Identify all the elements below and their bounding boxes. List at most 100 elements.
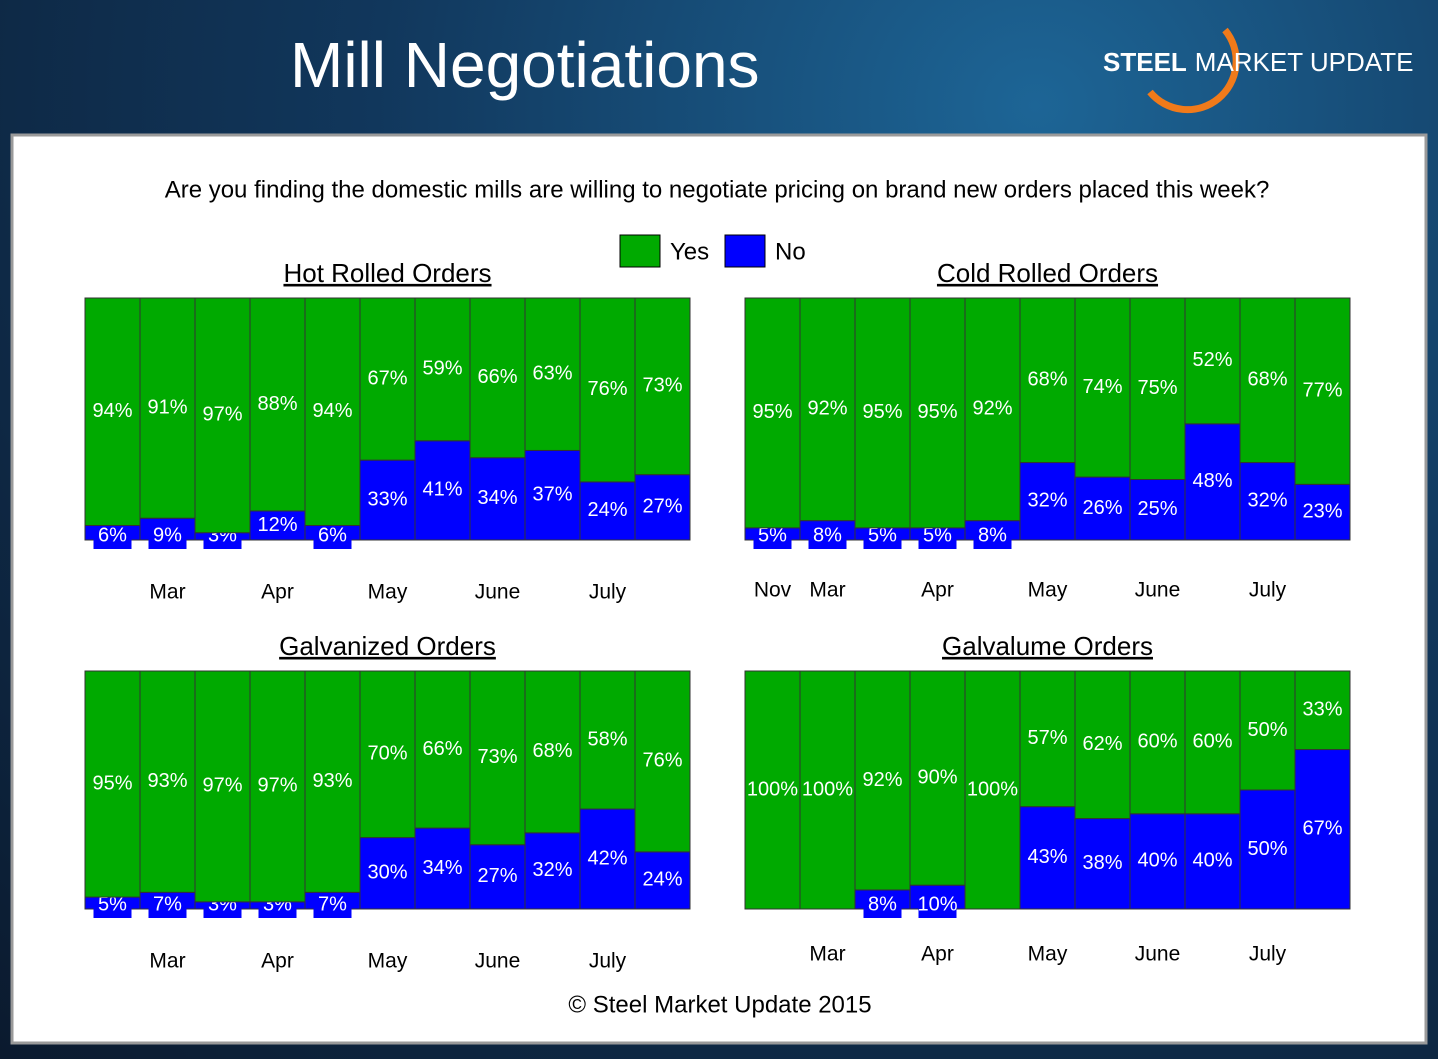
bar-segment [194, 297, 251, 534]
footer: © Steel Market Update 2015 [568, 991, 871, 1018]
logo-arc [1147, 27, 1240, 114]
x-tick-label: Mar [149, 581, 185, 604]
bar-segment [524, 670, 581, 834]
bar-segment [249, 670, 306, 903]
bar-segment [249, 297, 306, 512]
value-label: 95% [752, 401, 792, 423]
value-label: 58% [587, 728, 627, 750]
value-label: 52% [1192, 349, 1232, 371]
chart-title: Galvanized Orders [279, 631, 496, 661]
value-label: 50% [1247, 719, 1287, 741]
value-label: 5% [923, 524, 952, 546]
x-tick-label: June [1135, 943, 1181, 966]
value-label: 66% [422, 738, 462, 760]
chart-title: Hot Rolled Orders [283, 258, 491, 288]
value-label-bg [93, 523, 132, 549]
bar-segment [359, 837, 416, 910]
value-label-bg [808, 523, 847, 549]
x-tick-label: Nov [754, 579, 792, 602]
bar-segment [359, 459, 416, 541]
x-tick-label: July [589, 581, 627, 604]
value-label: 68% [1027, 369, 1067, 391]
bar-segment [744, 297, 801, 529]
value-label-bg [863, 892, 902, 918]
x-tick-label: Mar [149, 950, 185, 973]
bar-segment [1294, 297, 1351, 485]
x-tick-label: May [368, 950, 408, 973]
value-label: 97% [202, 404, 242, 426]
value-label: 67% [367, 367, 407, 389]
bar-segment [744, 670, 801, 910]
value-label: 25% [1137, 498, 1177, 520]
value-label: 34% [477, 487, 517, 509]
value-label: 59% [422, 358, 462, 380]
bar-segment [414, 827, 471, 910]
bar-segment [414, 670, 471, 829]
value-label: 57% [1027, 727, 1067, 749]
value-label: 93% [312, 770, 352, 792]
bar-segment [1294, 670, 1351, 751]
value-label: 68% [1247, 369, 1287, 391]
value-label: 94% [312, 400, 352, 422]
value-label: 37% [532, 484, 572, 506]
value-label: 8% [813, 524, 842, 546]
bar-segment [1184, 297, 1241, 425]
logo-bold: STEEL [1103, 47, 1187, 77]
value-label: 68% [532, 740, 572, 762]
bar-segment [524, 832, 581, 910]
value-label-bg [918, 892, 957, 918]
value-label: 8% [868, 893, 897, 915]
bar-segment [414, 440, 471, 541]
x-tick-label: July [1249, 943, 1287, 966]
bar-segment [524, 449, 581, 541]
bar-segment [579, 297, 636, 483]
x-tick-label: Mar [809, 943, 845, 966]
chart-title: Galvalume Orders [942, 631, 1153, 661]
x-tick-label: Apr [921, 579, 954, 602]
value-label: 95% [862, 401, 902, 423]
x-tick-label: May [1028, 943, 1068, 966]
bar-segment [1239, 670, 1296, 791]
bar-segment [1019, 670, 1076, 808]
value-label: 40% [1137, 850, 1177, 872]
value-label: 73% [477, 746, 517, 768]
bar-segment [964, 670, 1021, 910]
value-label: 5% [98, 893, 127, 915]
bar-segment [634, 851, 691, 910]
value-label-bg [313, 523, 352, 549]
bar-segment [1239, 297, 1296, 464]
bar-segment [799, 297, 856, 522]
value-label: 34% [422, 857, 462, 879]
bar-segment [909, 297, 966, 529]
value-label: 94% [92, 400, 132, 422]
value-label: 100% [747, 778, 798, 800]
bar-segment [1129, 479, 1186, 541]
value-label: 77% [1302, 379, 1342, 401]
x-tick-label: Apr [261, 950, 294, 973]
value-label: 24% [642, 869, 682, 891]
legend-label: No [775, 238, 806, 265]
value-label: 32% [532, 859, 572, 881]
bar-segment [469, 457, 526, 541]
x-tick-label: Apr [261, 581, 294, 604]
value-label: 5% [758, 524, 787, 546]
value-label: 91% [147, 396, 187, 418]
bar-segment [1294, 749, 1351, 910]
value-label: 33% [367, 488, 407, 510]
logo-text: STEEL MARKET UPDATE [1103, 47, 1413, 77]
value-label: 43% [1027, 846, 1067, 868]
bar-segment [249, 510, 306, 541]
value-label: 7% [153, 893, 182, 915]
value-label: 33% [1302, 699, 1342, 721]
bar-segment [139, 297, 196, 519]
value-label: 60% [1192, 731, 1232, 753]
bar-segment [469, 844, 526, 910]
x-tick-label: Mar [809, 579, 845, 602]
bar-segment [469, 297, 526, 459]
value-label: 75% [1137, 377, 1177, 399]
bar-segment [854, 670, 911, 891]
value-label: 6% [98, 524, 127, 546]
value-label: 5% [868, 524, 897, 546]
value-label: 100% [967, 778, 1018, 800]
